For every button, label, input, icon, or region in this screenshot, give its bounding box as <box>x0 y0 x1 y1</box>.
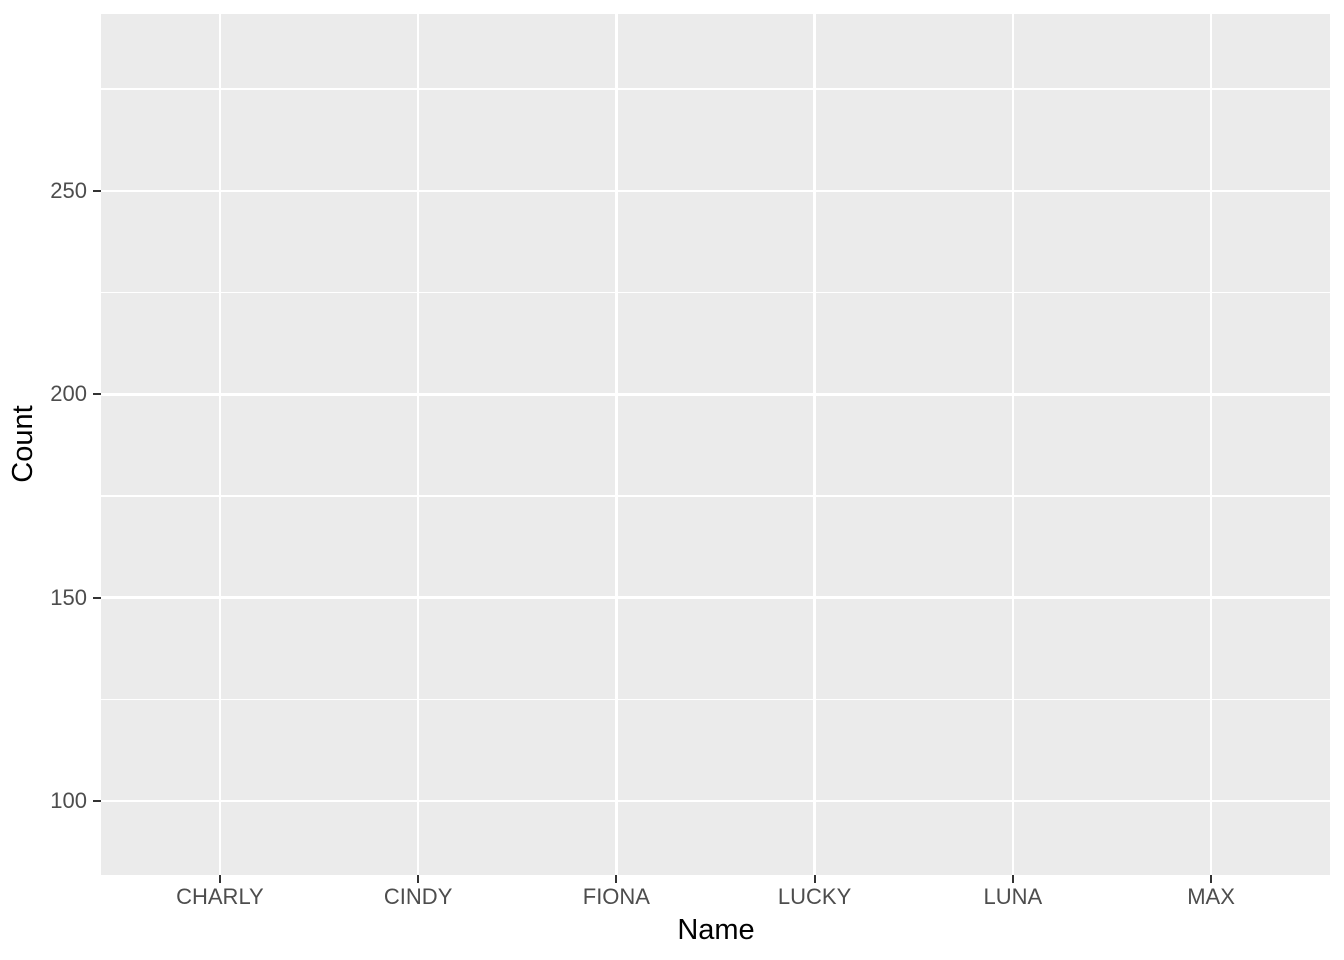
x-tick-mark <box>1011 875 1014 883</box>
x-gridline-major <box>1011 14 1015 875</box>
y-gridline-minor <box>101 495 1330 497</box>
x-gridline-major <box>615 14 618 875</box>
y-tick-mark <box>93 393 101 396</box>
y-tick-label: 250 <box>50 177 87 203</box>
y-axis-title: Count <box>7 405 39 483</box>
x-tick-label: FIONA <box>582 884 650 909</box>
y-gridline-minor <box>101 698 1330 701</box>
y-gridline-minor <box>101 291 1330 294</box>
y-gridline-major <box>101 189 1330 193</box>
y-gridline-major <box>101 799 1330 803</box>
x-axis-title: Name <box>677 914 755 946</box>
x-tick-label: CINDY <box>383 884 453 909</box>
y-tick-mark <box>93 596 101 599</box>
x-gridline-major <box>1209 14 1213 875</box>
x-gridline-major <box>218 14 222 875</box>
x-tick-label: CHARLY <box>176 884 264 909</box>
x-tick-mark <box>417 875 420 883</box>
x-gridline-major <box>416 14 420 875</box>
x-gridline-major <box>813 14 816 875</box>
y-gridline-major <box>101 596 1330 599</box>
x-tick-mark <box>813 875 816 883</box>
x-tick-mark <box>615 875 618 883</box>
y-tick-label: 200 <box>50 381 87 407</box>
x-tick-label: LUNA <box>983 884 1043 909</box>
y-tick-mark <box>93 189 101 192</box>
x-tick-label: LUCKY <box>777 884 852 909</box>
y-tick-mark <box>93 799 101 802</box>
y-gridline-minor <box>101 88 1330 90</box>
y-tick-label: 100 <box>50 787 87 813</box>
y-tick-label: 150 <box>50 584 87 610</box>
plot-panel <box>101 14 1330 875</box>
x-tick-mark <box>1210 875 1213 883</box>
x-tick-mark <box>218 875 221 883</box>
y-gridline-major <box>101 393 1330 396</box>
x-tick-label: MAX <box>1187 884 1235 909</box>
